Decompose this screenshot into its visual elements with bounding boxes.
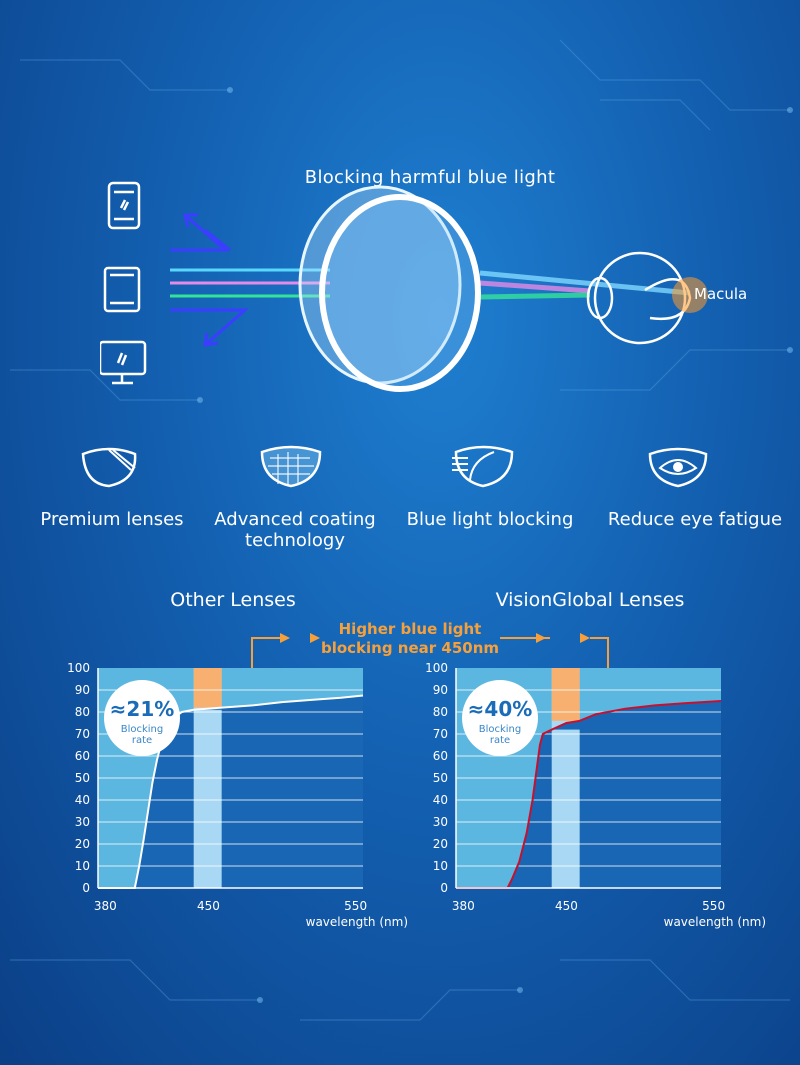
blocking-rate-badge bbox=[104, 680, 180, 756]
y-tick-label: 100 bbox=[67, 661, 90, 675]
x-tick-label: 380 bbox=[452, 899, 475, 913]
y-tick-label: 70 bbox=[433, 727, 448, 741]
transmitted-area bbox=[456, 701, 721, 888]
callout-line1: Higher blue light bbox=[338, 620, 482, 638]
lens-illustration bbox=[170, 185, 708, 392]
blocking-rate-badge bbox=[462, 680, 538, 756]
blue-light-block-icon bbox=[452, 445, 514, 488]
macula-label: Macula bbox=[694, 285, 748, 303]
y-tick-label: 10 bbox=[433, 859, 448, 873]
blocking-title: Blocking harmful blue light bbox=[304, 167, 556, 188]
y-tick-label: 80 bbox=[75, 705, 90, 719]
chart-other-lenses: 0 10 20 30 40 50 60 70 80 90 100 380 450 550 wavelengt… bbox=[67, 661, 408, 929]
y-tick-label: 80 bbox=[433, 705, 448, 719]
x-tick-label: 450 bbox=[555, 899, 578, 913]
band-450nm-lower bbox=[551, 729, 580, 888]
x-axis-label: wavelength (nm) bbox=[664, 915, 766, 929]
y-tick-label: 20 bbox=[75, 837, 90, 851]
reflected-arrow-top bbox=[170, 213, 231, 252]
blocking-rate-label: Blocking bbox=[121, 724, 164, 735]
honeycomb-coating-icon bbox=[260, 445, 322, 488]
tablet-icon bbox=[103, 266, 141, 313]
blocking-rate-value: ≈40% bbox=[468, 697, 533, 721]
feature-coating-line2: technology bbox=[245, 530, 345, 551]
y-tick-label: 30 bbox=[75, 815, 90, 829]
feature-coating-line1: Advanced coating bbox=[214, 509, 376, 530]
chart-visionglobal-lenses: 0 10 20 30 40 50 60 70 80 90 100 380 450 550 wavelengt… bbox=[425, 661, 766, 929]
eye-icon bbox=[648, 447, 708, 488]
y-tick-label: 70 bbox=[75, 727, 90, 741]
phone-icon bbox=[107, 181, 141, 230]
device-icons bbox=[100, 181, 147, 385]
blocking-rate-label: rate bbox=[132, 735, 152, 746]
blocking-highlight bbox=[551, 668, 580, 721]
y-tick-label: 40 bbox=[75, 793, 90, 807]
blocking-rate-label: Blocking bbox=[479, 724, 522, 735]
callout-line2: blocking near 450nm bbox=[320, 639, 500, 657]
blocking-rate-value: ≈21% bbox=[110, 697, 175, 721]
y-tick-label: 10 bbox=[75, 859, 90, 873]
y-tick-label: 60 bbox=[75, 749, 90, 763]
y-tick-label: 90 bbox=[433, 683, 448, 697]
feature-premium-lenses: Premium lenses bbox=[40, 509, 184, 530]
blocking-rate-label: rate bbox=[490, 735, 510, 746]
x-tick-label: 550 bbox=[702, 899, 725, 913]
feature-reduce-eye-fatigue: Reduce eye fatigue bbox=[607, 509, 783, 530]
monitor-icon bbox=[100, 340, 147, 385]
chart-title-other: Other Lenses bbox=[170, 589, 296, 611]
x-tick-label: 380 bbox=[94, 899, 117, 913]
x-axis-label: wavelength (nm) bbox=[306, 915, 408, 929]
y-tick-label: 90 bbox=[75, 683, 90, 697]
y-tick-label: 40 bbox=[433, 793, 448, 807]
y-tick-label: 0 bbox=[82, 881, 90, 895]
y-tick-label: 20 bbox=[433, 837, 448, 851]
reflected-arrow-bottom bbox=[170, 308, 249, 347]
y-tick-label: 100 bbox=[425, 661, 448, 675]
light-rays bbox=[170, 268, 330, 298]
chart-title-vision: VisionGlobal Lenses bbox=[495, 589, 685, 611]
y-tick-label: 60 bbox=[433, 749, 448, 763]
lens-icon bbox=[298, 185, 481, 392]
y-tick-label: 30 bbox=[433, 815, 448, 829]
band-450nm-lower bbox=[193, 709, 222, 888]
macula-glow bbox=[672, 277, 708, 313]
y-tick-label: 50 bbox=[75, 771, 90, 785]
lens-icon bbox=[81, 447, 137, 488]
blocking-curve bbox=[456, 700, 722, 889]
transmitted-rays bbox=[479, 270, 691, 300]
y-tick-label: 50 bbox=[433, 771, 448, 785]
y-tick-label: 0 bbox=[440, 881, 448, 895]
x-tick-label: 550 bbox=[344, 899, 367, 913]
x-tick-label: 450 bbox=[197, 899, 220, 913]
feature-blue-light-blocking: Blue light blocking bbox=[406, 509, 574, 530]
blocking-highlight bbox=[193, 668, 222, 708]
